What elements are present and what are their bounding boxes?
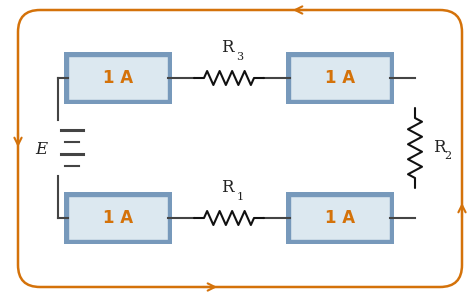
Text: 1: 1 [237,192,244,202]
FancyBboxPatch shape [64,52,172,104]
Text: R: R [221,39,233,56]
Text: 1 A: 1 A [103,69,133,87]
FancyBboxPatch shape [68,196,168,240]
Text: 2: 2 [444,151,451,161]
Text: 1 A: 1 A [325,209,355,227]
Text: 1 A: 1 A [103,209,133,227]
FancyBboxPatch shape [290,196,390,240]
Text: R: R [433,140,446,157]
FancyBboxPatch shape [286,192,394,244]
FancyBboxPatch shape [68,56,168,100]
Text: E: E [35,141,47,159]
FancyBboxPatch shape [64,192,172,244]
Text: 1 A: 1 A [325,69,355,87]
FancyBboxPatch shape [286,52,394,104]
FancyBboxPatch shape [290,56,390,100]
Text: R: R [221,179,233,196]
Text: 3: 3 [237,52,244,62]
